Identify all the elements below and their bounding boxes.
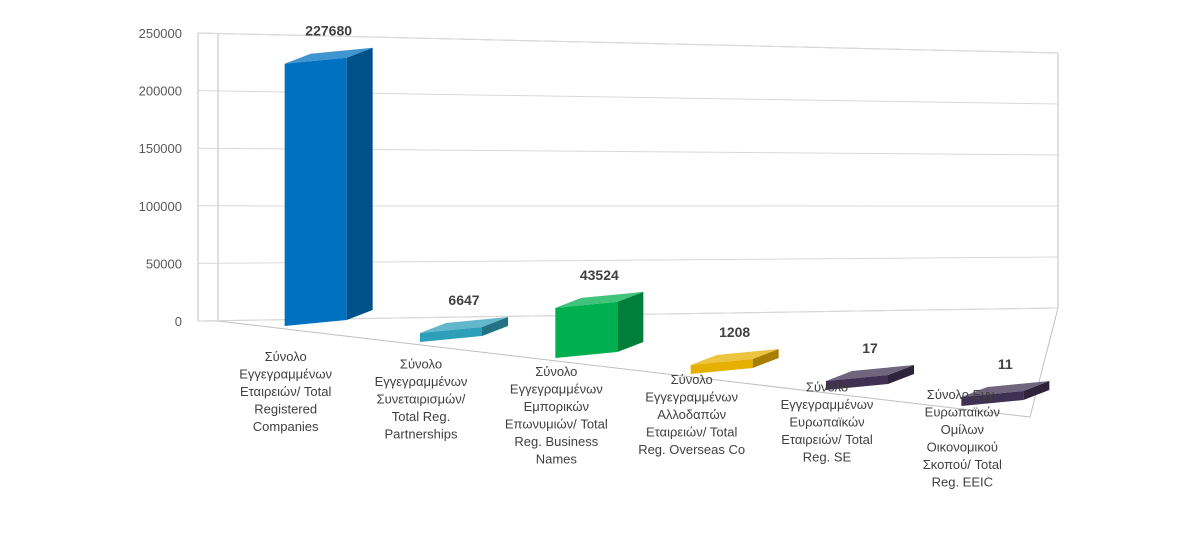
category-label-line: Εγγεγραμμένων xyxy=(645,389,738,404)
bar-3 xyxy=(690,349,779,374)
category-label-line: Συνεταιρισμών/ xyxy=(377,392,466,407)
category-label: Σύνολο Εγγεγραμμένων Εταιρειών/ Total Regis… xyxy=(239,349,332,434)
bars xyxy=(284,47,1050,406)
bar-4 xyxy=(826,365,914,390)
bar-front xyxy=(690,359,753,374)
bar-side xyxy=(1023,381,1050,400)
category-label-line: Reg. Overseas Co xyxy=(638,442,745,457)
category-label: Σύνολο Εγγεγραμμένων Συνεταιρισμών/Total R… xyxy=(375,357,468,442)
bar-0 xyxy=(284,47,373,326)
data-label: 227680 xyxy=(305,23,352,39)
category-label-line: Εγγεγραμμένων xyxy=(510,382,603,397)
category-label-line: Εμπορικών xyxy=(524,399,589,414)
bar-1 xyxy=(420,317,508,342)
bar-top xyxy=(555,291,644,308)
category-label-line: Reg. EEIC xyxy=(932,475,993,490)
bar-side xyxy=(617,291,644,352)
data-label: 17 xyxy=(862,340,878,356)
bar-front xyxy=(555,301,618,358)
category-label-line: Σκοπού/ Total xyxy=(923,457,1002,472)
category-label-line: Εγγεγραμμένων xyxy=(781,397,874,412)
category-label-line: Εγγεγραμμένων xyxy=(239,366,332,381)
x-axis-categories: Σύνολο Εγγεγραμμένων Εταιρειών/ Total Regis… xyxy=(239,349,1002,490)
category-label-line: Εταιρειών/ Total xyxy=(781,432,873,447)
category-label: Σύνολο Εγγεγραμμένων Εμπορικών Επωνυμιών/ T… xyxy=(505,364,608,467)
bar-5 xyxy=(961,381,1050,406)
category-label-line: Σύνολο xyxy=(400,357,442,372)
gridline xyxy=(197,32,1059,54)
category-label-line: Ευρωπαϊκών xyxy=(789,415,864,430)
data-label: 6647 xyxy=(448,292,479,308)
category-label-line: Εταιρειών/ Total xyxy=(240,384,332,399)
y-tick-label: 200000 xyxy=(139,84,182,99)
category-label-line: Ομίλων xyxy=(941,422,984,437)
category-label: Σύνολο Εγγ. Ευρωπαϊκών Ομίλων Οικονομικού Σκ… xyxy=(923,387,1002,490)
bar-2 xyxy=(555,291,644,358)
y-tick-label: 50000 xyxy=(146,256,182,271)
y-tick-label: 150000 xyxy=(139,141,182,156)
category-label-line: Σύνολο xyxy=(265,349,307,364)
category-label-line: Εγγεγραμμένων xyxy=(375,374,468,389)
category-label-line: Ευρωπαϊκών xyxy=(925,405,1000,420)
category-label-line: Total Reg. xyxy=(392,409,451,424)
bar-side xyxy=(888,365,914,384)
category-label-line: Registered xyxy=(254,401,317,416)
data-label: 43524 xyxy=(580,267,619,283)
bar-front xyxy=(420,327,482,342)
bar-front xyxy=(284,57,347,326)
category-label-line: Σύνολο xyxy=(806,380,848,395)
y-tick-label: 0 xyxy=(175,314,182,329)
y-axis: 0 50000 100000 150000 200000 250000 xyxy=(139,26,182,329)
bar-side xyxy=(346,47,373,320)
category-label-line: Reg. Business xyxy=(514,434,598,449)
category-label: Σύνολο Εγγεγραμμένων Αλλοδαπών Εταιρειών/ T… xyxy=(638,372,745,457)
bar-top xyxy=(690,349,779,365)
bar-top xyxy=(284,47,373,64)
bar-top xyxy=(420,317,508,333)
data-label: 11 xyxy=(998,356,1013,372)
bar-front xyxy=(961,391,1024,406)
data-label: 1208 xyxy=(719,324,750,340)
category-label-line: Names xyxy=(536,452,578,467)
category-label-line: Σύνολο xyxy=(535,364,577,379)
category-label-line: Reg. SE xyxy=(803,450,852,465)
category-label-line: Αλλοδαπών xyxy=(657,407,726,422)
bar-front xyxy=(826,375,888,390)
category-label-line: Επωνυμιών/ Total xyxy=(505,417,608,432)
data-labels: 227680 6647 43524 1208 17 11 xyxy=(305,23,1013,372)
category-label-line: Σύνολο Εγγ. xyxy=(927,387,998,402)
category-label-line: Σύνολο xyxy=(671,372,713,387)
category-label-line: Οικονομικού xyxy=(927,440,998,455)
bar-side xyxy=(482,317,508,336)
bar-top xyxy=(826,365,914,381)
y-tick-label: 250000 xyxy=(139,26,182,41)
bar-side xyxy=(752,349,779,368)
bar-top xyxy=(961,381,1050,397)
category-label-line: Companies xyxy=(253,419,319,434)
category-label: Σύνολο Εγγεγραμμένων Ευρωπαϊκών Εταιρειών/ … xyxy=(781,380,874,465)
category-label-line: Εταιρειών/ Total xyxy=(646,424,738,439)
category-label-line: Partnerships xyxy=(385,427,458,442)
y-tick-label: 100000 xyxy=(139,199,182,214)
